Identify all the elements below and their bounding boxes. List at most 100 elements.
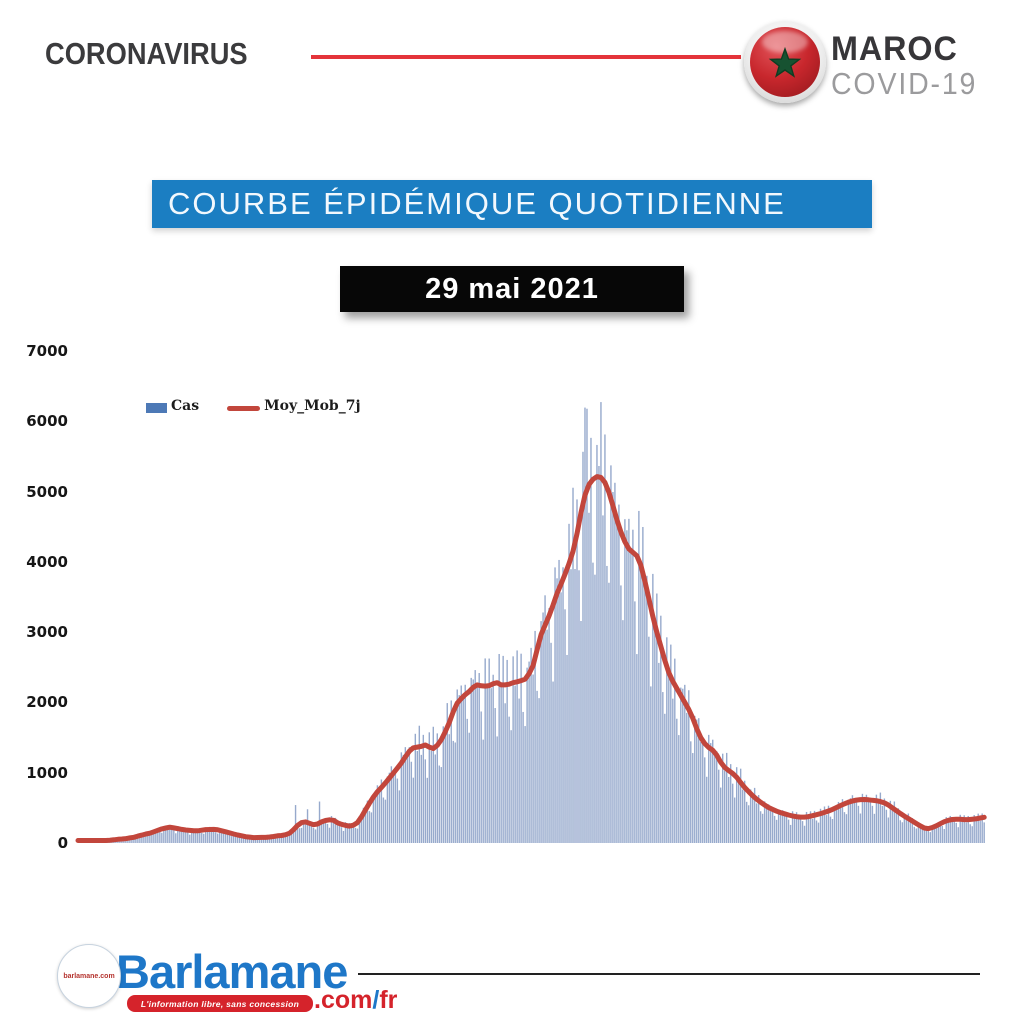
daily-cases-bar: [348, 823, 351, 843]
daily-cases-bar: [256, 838, 259, 843]
daily-cases-bar: [807, 816, 810, 843]
daily-cases-bar: [602, 515, 604, 843]
daily-cases-bar: [207, 829, 209, 843]
daily-cases-bar: [296, 823, 299, 843]
daily-cases-bar: [797, 817, 800, 843]
daily-cases-bar: [706, 776, 708, 843]
daily-cases-bar: [879, 792, 882, 843]
daily-cases-bar: [656, 593, 658, 843]
daily-cases-bar: [981, 813, 983, 843]
daily-cases-bar: [803, 825, 806, 843]
daily-cases-bar: [232, 833, 235, 843]
chart-title-banner: COURBE ÉPIDÉMIQUE QUOTIDIENNE: [152, 180, 872, 228]
daily-cases-bar: [141, 835, 143, 843]
daily-cases-bar: [388, 772, 391, 843]
legend-line-label: Moy_Mob_7j: [264, 398, 361, 414]
daily-cases-bar: [518, 698, 520, 843]
daily-cases-bar: [360, 817, 363, 843]
daily-cases-bar: [644, 587, 646, 843]
daily-cases-bar: [893, 801, 896, 843]
daily-cases-bar: [947, 820, 949, 843]
daily-cases-bar: [119, 840, 121, 843]
daily-cases-bar: [718, 769, 720, 843]
daily-cases-bar: [815, 820, 818, 843]
daily-cases-bar: [197, 832, 199, 843]
daily-cases-bar: [288, 832, 291, 843]
daily-cases-bar: [516, 650, 518, 843]
daily-cases-bar: [660, 615, 662, 843]
daily-cases-bar: [434, 754, 436, 843]
daily-cases-bar: [819, 808, 822, 843]
daily-cases-bar: [137, 835, 139, 843]
daily-cases-bar: [849, 798, 852, 843]
daily-cases-bar: [438, 765, 440, 843]
daily-cases-bar: [588, 512, 590, 843]
daily-cases-bar: [729, 764, 732, 843]
daily-cases-bar: [640, 568, 642, 843]
daily-cases-bar: [185, 829, 187, 843]
daily-cases-bar: [240, 835, 243, 843]
daily-cases-bar: [306, 809, 309, 843]
daily-cases-bar: [324, 818, 327, 843]
daily-cases-bar: [622, 620, 624, 843]
daily-cases-bar: [161, 832, 163, 843]
daily-cases-bar: [753, 787, 756, 843]
daily-cases-bar: [462, 698, 464, 843]
daily-cases-bar: [751, 794, 754, 843]
daily-cases-bar: [741, 789, 744, 843]
moving-average-line: [75, 474, 987, 843]
daily-cases-bar: [853, 802, 856, 843]
daily-cases-bar: [344, 822, 347, 843]
daily-cases-bar: [566, 654, 568, 843]
daily-cases-bar: [534, 630, 536, 843]
daily-cases-bar: [225, 832, 227, 843]
daily-cases-bar: [863, 796, 866, 843]
y-tick-7000: 7000: [26, 342, 68, 360]
daily-cases-bar: [624, 519, 626, 843]
daily-cases-bar: [205, 827, 207, 843]
daily-cases-bar: [857, 805, 860, 843]
daily-cases-bar: [949, 815, 951, 843]
daily-cases-bar: [676, 718, 678, 843]
daily-cases-bar: [320, 819, 323, 843]
daily-cases-bar: [408, 747, 411, 843]
daily-cases-bar: [342, 830, 345, 843]
daily-cases-bar: [929, 832, 931, 843]
daily-cases-bar: [739, 768, 742, 843]
daily-cases-bar: [364, 813, 367, 843]
daily-cases-bar: [648, 636, 650, 843]
daily-cases-bar: [869, 798, 872, 843]
daily-cases-bar: [472, 679, 474, 843]
daily-cases-bar: [450, 700, 452, 843]
daily-cases-bar: [799, 815, 802, 843]
daily-cases-bar: [410, 761, 413, 843]
daily-cases-bar: [745, 801, 748, 843]
daily-cases-bar: [833, 806, 836, 843]
daily-cases-bar: [448, 734, 450, 843]
daily-cases-bar: [839, 807, 842, 843]
daily-cases-bar: [151, 832, 153, 843]
daily-cases-bar: [688, 690, 690, 843]
pentagram-star-icon: [768, 46, 802, 78]
header-divider-line: [311, 55, 741, 59]
daily-cases-bar: [546, 629, 548, 843]
daily-cases-bar: [358, 815, 361, 843]
daily-cases-bar: [843, 812, 846, 843]
daily-cases-bar: [791, 811, 794, 843]
daily-cases-bar: [702, 737, 704, 843]
daily-cases-bar: [183, 830, 185, 843]
daily-cases-bar: [308, 823, 311, 843]
daily-cases-bar: [282, 834, 285, 843]
daily-cases-bar: [229, 835, 231, 843]
daily-cases-bar: [376, 785, 379, 843]
daily-cases-bar: [628, 518, 630, 843]
daily-cases-bar: [720, 787, 722, 843]
country-label: MAROC: [831, 30, 958, 68]
daily-cases-bar: [634, 601, 636, 843]
daily-cases-bar: [885, 809, 888, 843]
daily-cases-bar: [564, 609, 566, 843]
daily-cases-bar: [336, 823, 339, 843]
page-title: CORONAVIRUS: [45, 36, 248, 71]
barlamane-logo-badge: barlamane.com: [57, 944, 121, 1008]
daily-cases-bar: [302, 820, 305, 843]
